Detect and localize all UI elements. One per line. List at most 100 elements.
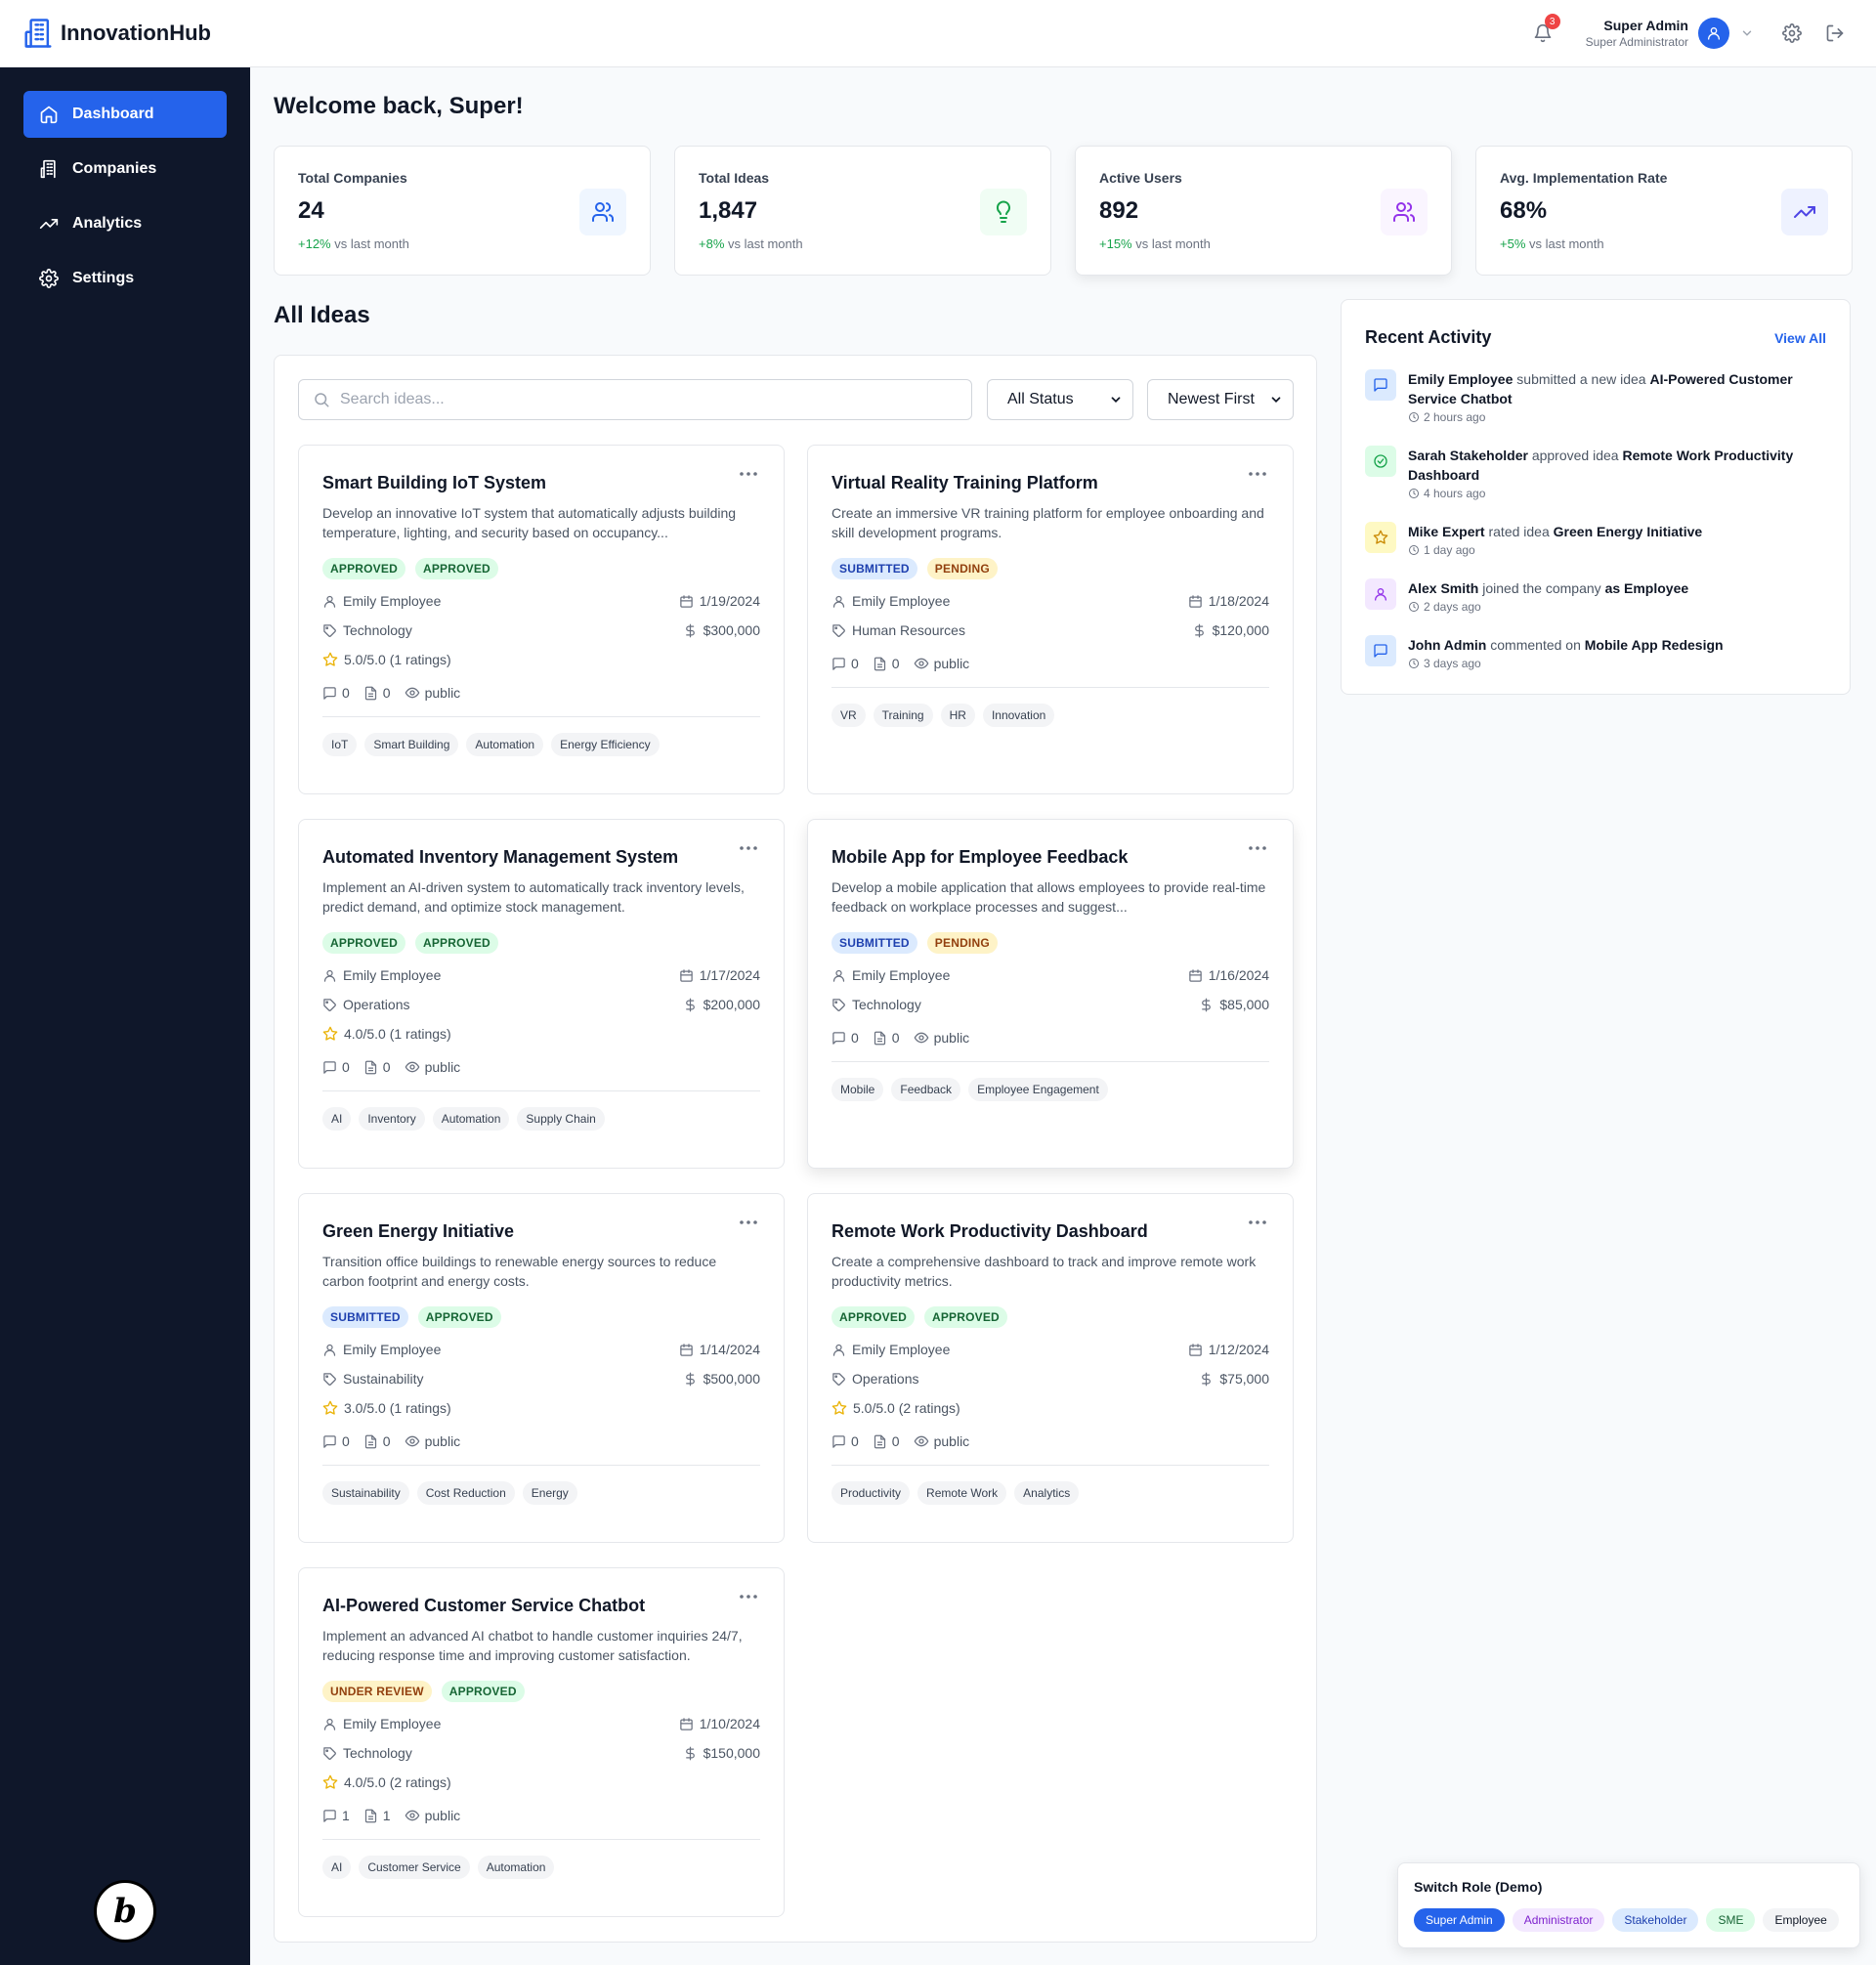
comment-count[interactable]: 1 — [322, 1808, 350, 1823]
more-options-button[interactable] — [1248, 471, 1267, 485]
idea-tag[interactable]: Inventory — [359, 1107, 425, 1131]
idea-tag[interactable]: VR — [831, 704, 866, 727]
idea-tag[interactable]: Automation — [466, 733, 544, 756]
gear-icon — [1782, 23, 1802, 43]
idea-tag[interactable]: Cost Reduction — [416, 1481, 515, 1505]
sidebar-item-label: Analytics — [72, 215, 143, 232]
role-button-administrator[interactable]: Administrator — [1512, 1908, 1605, 1932]
document-count[interactable]: 0 — [363, 1433, 391, 1449]
idea-tag[interactable]: Productivity — [831, 1481, 911, 1505]
user-info[interactable]: Super Admin Super Administrator — [1586, 18, 1688, 49]
idea-title[interactable]: AI-Powered Customer Service Chatbot — [322, 1596, 646, 1615]
idea-tag[interactable]: Energy — [522, 1481, 577, 1505]
more-options-button[interactable] — [739, 845, 758, 859]
more-options-button[interactable] — [1248, 1219, 1267, 1233]
comment-count[interactable]: 0 — [831, 1433, 859, 1449]
sidebar-item-analytics[interactable]: Analytics — [23, 200, 227, 247]
document-count[interactable]: 0 — [363, 685, 391, 701]
idea-card-automated-inventory-management-system[interactable]: Automated Inventory Management System Imp… — [298, 819, 785, 1169]
more-options-button[interactable] — [1248, 845, 1267, 859]
idea-date: 1/12/2024 — [1188, 1342, 1269, 1357]
idea-title[interactable]: Mobile App for Employee Feedback — [831, 847, 1129, 867]
idea-tag[interactable]: Automation — [477, 1856, 555, 1879]
activity-text: John Admin commented on Mobile App Redes… — [1408, 637, 1724, 653]
logout-button[interactable] — [1823, 21, 1847, 45]
idea-tag[interactable]: Innovation — [982, 704, 1055, 727]
calendar-icon — [679, 594, 694, 609]
more-icon — [739, 1219, 758, 1225]
idea-tag[interactable]: Energy Efficiency — [551, 733, 660, 756]
activity-title: Recent Activity — [1365, 327, 1492, 347]
idea-card-virtual-reality-training-platform[interactable]: Virtual Reality Training Platform Create … — [807, 445, 1294, 794]
comment-count[interactable]: 0 — [322, 1433, 350, 1449]
idea-tag[interactable]: Remote Work — [917, 1481, 1007, 1505]
document-count[interactable]: 1 — [363, 1808, 391, 1823]
idea-tag[interactable]: AI — [322, 1856, 352, 1879]
role-button-employee[interactable]: Employee — [1763, 1908, 1839, 1932]
stat-value: 24 — [298, 197, 324, 224]
idea-title[interactable]: Virtual Reality Training Platform — [831, 473, 1098, 492]
activity-item[interactable]: John Admin commented on Mobile App Redes… — [1365, 635, 1826, 670]
eye-icon — [914, 1030, 929, 1046]
search-input[interactable] — [340, 391, 926, 408]
sidebar-item-dashboard[interactable]: Dashboard — [23, 91, 227, 138]
notifications-button[interactable]: 3 — [1527, 14, 1560, 49]
idea-card-green-energy-initiative[interactable]: Green Energy Initiative Transition office… — [298, 1193, 785, 1543]
sort-select[interactable]: Newest First — [1147, 379, 1294, 420]
idea-tag[interactable]: Feedback — [891, 1078, 961, 1101]
comment-count[interactable]: 0 — [831, 656, 859, 671]
idea-tag[interactable]: Training — [873, 704, 933, 727]
document-count[interactable]: 0 — [873, 1030, 900, 1046]
bolt-badge[interactable]: b — [94, 1880, 156, 1943]
more-options-button[interactable] — [739, 471, 758, 485]
avatar[interactable] — [1698, 18, 1729, 49]
idea-tag[interactable]: Employee Engagement — [968, 1078, 1108, 1101]
activity-item[interactable]: Emily Employee submitted a new idea AI-P… — [1365, 369, 1826, 424]
idea-tag[interactable]: Analytics — [1014, 1481, 1080, 1505]
document-count[interactable]: 0 — [873, 656, 900, 671]
idea-tag[interactable]: IoT — [322, 733, 358, 756]
sidebar-item-settings[interactable]: Settings — [23, 255, 227, 302]
search-box — [298, 379, 972, 420]
idea-tag[interactable]: AI — [322, 1107, 352, 1131]
idea-author: Emily Employee — [322, 1342, 441, 1357]
status-filter-select[interactable]: All Status — [987, 379, 1133, 420]
eye-icon — [914, 656, 929, 671]
settings-button[interactable] — [1780, 21, 1804, 45]
idea-card-remote-work-productivity-dashboard[interactable]: Remote Work Productivity Dashboard Create… — [807, 1193, 1294, 1543]
idea-tag[interactable]: Supply Chain — [517, 1107, 605, 1131]
idea-rating: 5.0/5.0 (2 ratings) — [831, 1400, 1269, 1416]
idea-tag[interactable]: HR — [940, 704, 975, 727]
idea-card-ai-powered-customer-service-chatbot[interactable]: AI-Powered Customer Service Chatbot Imple… — [298, 1567, 785, 1917]
role-button-sme[interactable]: SME — [1706, 1908, 1756, 1932]
idea-tag[interactable]: Mobile — [831, 1078, 884, 1101]
idea-card-smart-building-iot-system[interactable]: Smart Building IoT System Develop an inno… — [298, 445, 785, 794]
document-count[interactable]: 0 — [873, 1433, 900, 1449]
document-count[interactable]: 0 — [363, 1059, 391, 1075]
idea-title[interactable]: Remote Work Productivity Dashboard — [831, 1221, 1148, 1241]
role-button-stakeholder[interactable]: Stakeholder — [1612, 1908, 1699, 1932]
user-menu-toggle[interactable] — [1735, 21, 1759, 45]
stat-icon-box — [579, 189, 626, 235]
activity-item[interactable]: Sarah Stakeholder approved idea Remote W… — [1365, 446, 1826, 500]
idea-tag[interactable]: Customer Service — [359, 1856, 470, 1879]
view-all-link[interactable]: View All — [1774, 329, 1826, 346]
sidebar-item-companies[interactable]: Companies — [23, 146, 227, 192]
idea-title[interactable]: Green Energy Initiative — [322, 1221, 515, 1241]
idea-tag[interactable]: Sustainability — [322, 1481, 409, 1505]
comment-count[interactable]: 0 — [322, 685, 350, 701]
activity-item[interactable]: Mike Expert rated idea Green Energy Init… — [1365, 522, 1826, 557]
idea-tag[interactable]: Automation — [432, 1107, 510, 1131]
comment-count[interactable]: 0 — [831, 1030, 859, 1046]
idea-title[interactable]: Automated Inventory Management System — [322, 847, 679, 867]
idea-title[interactable]: Smart Building IoT System — [322, 473, 547, 492]
app-logo[interactable]: InnovationHub — [23, 18, 211, 49]
idea-card-mobile-app-for-employee-feedback[interactable]: Mobile App for Employee Feedback Develop … — [807, 819, 1294, 1169]
idea-rating: 3.0/5.0 (1 ratings) — [322, 1400, 760, 1416]
comment-count[interactable]: 0 — [322, 1059, 350, 1075]
more-options-button[interactable] — [739, 1594, 758, 1607]
idea-tag[interactable]: Smart Building — [364, 733, 459, 756]
role-button-super-admin[interactable]: Super Admin — [1414, 1908, 1505, 1932]
more-options-button[interactable] — [739, 1219, 758, 1233]
activity-item[interactable]: Alex Smith joined the company as Employe… — [1365, 578, 1826, 614]
